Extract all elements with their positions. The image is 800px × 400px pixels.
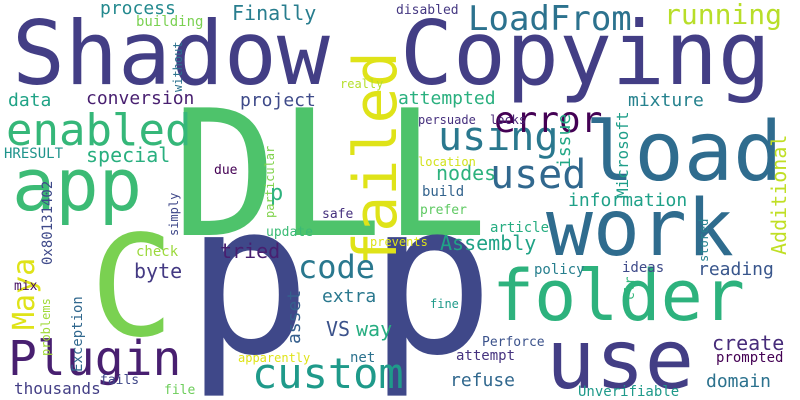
- word: issue: [554, 114, 575, 168]
- word: 0x80131402: [40, 181, 56, 265]
- word: ideas: [622, 260, 664, 276]
- word: DLL: [172, 74, 488, 277]
- word: using: [438, 114, 558, 160]
- word: thousands: [14, 379, 101, 398]
- word: stored: [697, 219, 711, 262]
- word: safe: [322, 207, 353, 222]
- word: check: [136, 244, 179, 260]
- word: due: [214, 163, 238, 178]
- word: process: [100, 0, 176, 19]
- word: Perforce: [482, 335, 545, 350]
- word: disabled: [396, 3, 459, 18]
- word: Microsoft: [613, 111, 632, 198]
- word: LoadFrom: [468, 0, 632, 39]
- word: prevents: [370, 235, 428, 249]
- word: location: [418, 155, 476, 169]
- word: problems: [39, 298, 53, 356]
- word: special: [86, 143, 170, 167]
- word: prefer: [420, 203, 467, 218]
- word: used: [490, 152, 586, 198]
- word: building: [136, 14, 203, 30]
- word: p: [185, 157, 311, 400]
- word: folder: [492, 255, 745, 337]
- word: attempt: [456, 348, 515, 364]
- word: domain: [706, 371, 771, 392]
- word: enabled: [6, 105, 191, 156]
- word: Exception: [70, 296, 86, 372]
- word: file: [164, 383, 195, 398]
- word: project: [240, 90, 316, 111]
- word: use: [546, 313, 694, 400]
- word: p: [270, 181, 283, 206]
- word: VS: [326, 317, 350, 341]
- word: really: [340, 77, 383, 91]
- word: create: [712, 331, 784, 355]
- word: failed: [341, 51, 411, 268]
- word: Copying: [400, 2, 771, 105]
- word: tried: [220, 239, 280, 263]
- word: nodes: [436, 161, 496, 185]
- word: update: [266, 225, 313, 240]
- word: persuade: [418, 113, 476, 127]
- word: attempted: [398, 88, 496, 109]
- word: particular: [263, 146, 277, 218]
- word: Shadow: [12, 2, 330, 105]
- word: Plugin: [8, 331, 181, 387]
- word: mix: [14, 279, 38, 294]
- word: build: [422, 184, 464, 200]
- word: code: [298, 248, 375, 286]
- word: asset: [284, 290, 305, 344]
- word: fine: [430, 297, 459, 311]
- word: fails: [100, 373, 139, 388]
- word: net: [350, 350, 375, 366]
- word: p: [368, 157, 494, 400]
- word: C: [90, 206, 174, 369]
- word: Additional: [767, 135, 791, 255]
- word: Finally: [232, 1, 316, 25]
- word: clr: [623, 276, 638, 300]
- word: information: [568, 190, 687, 211]
- word: way: [356, 317, 392, 341]
- word: app: [12, 143, 142, 227]
- word: data: [8, 90, 51, 111]
- word: Assembly: [440, 231, 536, 255]
- word: work: [546, 184, 734, 274]
- word: custom: [252, 349, 404, 398]
- word: prompted: [716, 350, 783, 366]
- word: conversion: [86, 88, 194, 109]
- word: HRESULT: [4, 146, 64, 162]
- word: extra: [322, 286, 376, 307]
- word: simply: [167, 193, 181, 236]
- word: load: [585, 105, 782, 200]
- word: byte: [134, 259, 182, 283]
- word: refuse: [450, 370, 515, 391]
- word: apparently: [238, 351, 310, 365]
- word: policy: [534, 262, 585, 278]
- word: article: [490, 220, 549, 236]
- word: locks: [490, 113, 526, 127]
- word: running: [664, 0, 782, 31]
- word: mixture: [628, 90, 704, 111]
- word: error: [494, 100, 602, 141]
- word: without: [171, 41, 185, 92]
- word: Unverifiable: [578, 384, 679, 400]
- word: Maya: [7, 258, 42, 330]
- word: reading: [698, 259, 774, 280]
